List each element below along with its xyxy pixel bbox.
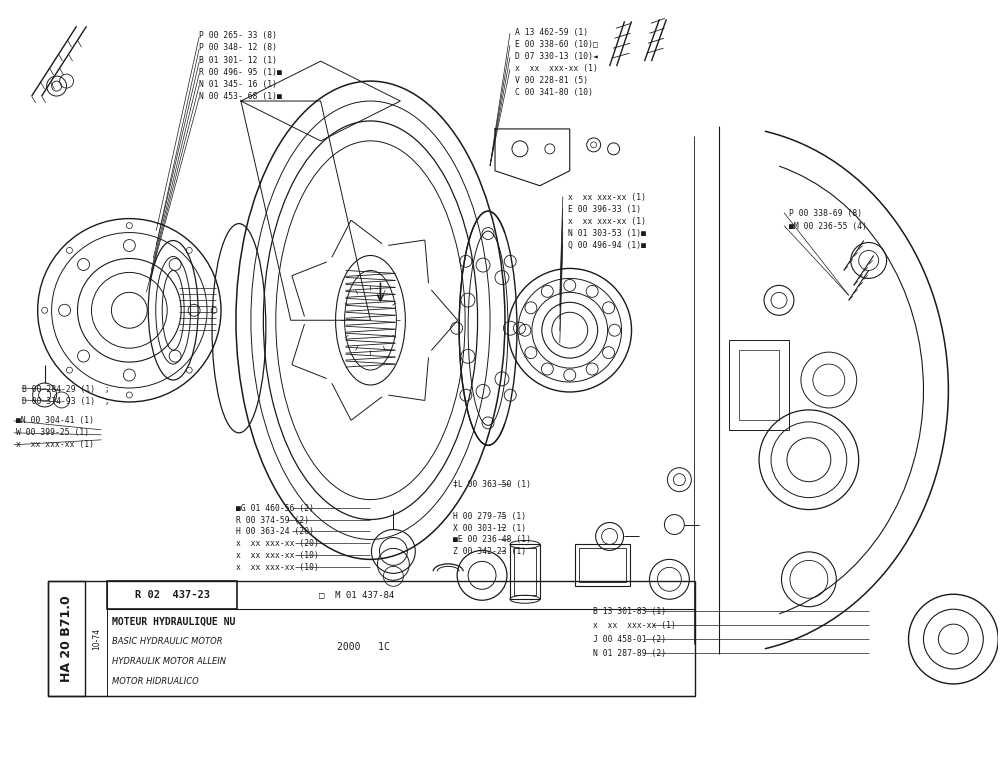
Bar <box>729 340 789 430</box>
Text: ■M 00 236-55 (4): ■M 00 236-55 (4) <box>789 222 867 230</box>
Text: J 00 458-01 (2): J 00 458-01 (2) <box>593 635 666 644</box>
Text: E 00 396-33 (1): E 00 396-33 (1) <box>568 205 641 213</box>
Text: B 00 284-29 (1)  ;: B 00 284-29 (1) ; <box>22 385 109 394</box>
Text: P 00 348- 12 (8): P 00 348- 12 (8) <box>199 43 277 52</box>
Text: R 00 496- 95 (1)■: R 00 496- 95 (1)■ <box>199 68 282 77</box>
Text: Z 00 342-23 (1): Z 00 342-23 (1) <box>453 547 526 556</box>
Text: x  xx xxx-xx (1): x xx xxx-xx (1) <box>16 440 94 449</box>
Text: x  xx xxx-xx (1): x xx xxx-xx (1) <box>568 217 646 226</box>
Text: H 00 279-75 (1): H 00 279-75 (1) <box>453 511 526 521</box>
Bar <box>739 350 779 420</box>
Text: R 02  437-23: R 02 437-23 <box>135 591 210 601</box>
Text: ‡L 00 363-50 (1): ‡L 00 363-50 (1) <box>453 480 531 489</box>
Text: P 00 265- 33 (8): P 00 265- 33 (8) <box>199 31 277 40</box>
Text: x  xx xxx-xx (10): x xx xxx-xx (10) <box>236 552 319 560</box>
Text: Q 00 496-94 (1)■: Q 00 496-94 (1)■ <box>568 241 646 250</box>
Text: N 01 303-53 (1)■: N 01 303-53 (1)■ <box>568 229 646 237</box>
Text: N 01 345- 16 (1): N 01 345- 16 (1) <box>199 80 277 89</box>
Text: B 13 301-83 (1): B 13 301-83 (1) <box>593 607 666 616</box>
Text: B 01 301- 12 (1): B 01 301- 12 (1) <box>199 56 277 65</box>
Bar <box>48 581 85 696</box>
Bar <box>85 581 107 696</box>
Text: 2000   1C: 2000 1C <box>337 642 389 652</box>
Text: MOTEUR HYDRAULIQUE NU: MOTEUR HYDRAULIQUE NU <box>112 617 236 627</box>
Text: x  xx xxx-xx (20): x xx xxx-xx (20) <box>236 539 319 549</box>
Bar <box>514 549 536 595</box>
Bar <box>510 545 540 599</box>
Text: ■N 00 304-41 (1): ■N 00 304-41 (1) <box>16 416 94 425</box>
Text: BASIC HYDRAULIC MOTOR: BASIC HYDRAULIC MOTOR <box>112 637 223 646</box>
Text: C 00 341-80 (10): C 00 341-80 (10) <box>515 88 593 97</box>
Text: N 00 453- 68 (1)■: N 00 453- 68 (1)■ <box>199 92 282 101</box>
Text: E 00 338-60 (10)□: E 00 338-60 (10)□ <box>515 40 598 49</box>
Text: D 07 330-13 (10)◄: D 07 330-13 (10)◄ <box>515 52 598 61</box>
Text: x  xx  xxx-xx (1): x xx xxx-xx (1) <box>515 64 598 73</box>
Text: D 00 374-93 (1)  ;: D 00 374-93 (1) ; <box>22 397 109 406</box>
Text: □  M 01 437-84: □ M 01 437-84 <box>319 591 394 600</box>
Bar <box>48 581 695 696</box>
Bar <box>107 581 237 609</box>
Bar <box>579 549 626 582</box>
Text: P 00 338-69 (8): P 00 338-69 (8) <box>789 209 862 217</box>
Text: W 00 399-25 (1): W 00 399-25 (1) <box>16 428 89 437</box>
Text: MOTOR HIDRUALICO: MOTOR HIDRUALICO <box>112 677 199 686</box>
Text: V 00 228-81 (5): V 00 228-81 (5) <box>515 76 588 85</box>
Text: A 13 462-59 (1): A 13 462-59 (1) <box>515 28 588 37</box>
Text: ■E 00 236-48 (1): ■E 00 236-48 (1) <box>453 535 531 545</box>
Text: HA 20 B71.0: HA 20 B71.0 <box>60 595 73 682</box>
Text: x  xx  xxx-xx (1): x xx xxx-xx (1) <box>593 621 676 630</box>
Text: x  xx xxx-xx (10): x xx xxx-xx (10) <box>236 563 319 573</box>
Text: 10-74: 10-74 <box>92 628 101 650</box>
Text: HYDRAULIK MOTOR ALLEIN: HYDRAULIK MOTOR ALLEIN <box>112 657 226 666</box>
Bar <box>575 545 630 587</box>
Text: ■G 01 460-56 (2): ■G 01 460-56 (2) <box>236 504 314 513</box>
Text: H 00 363-24 (20): H 00 363-24 (20) <box>236 528 314 536</box>
Text: x  xx xxx-xx (1): x xx xxx-xx (1) <box>568 192 646 202</box>
Text: X 00 303-12 (1): X 00 303-12 (1) <box>453 524 526 532</box>
Text: N 01 287-89 (2): N 01 287-89 (2) <box>593 649 666 658</box>
Text: R 00 374-59 (2): R 00 374-59 (2) <box>236 515 309 525</box>
